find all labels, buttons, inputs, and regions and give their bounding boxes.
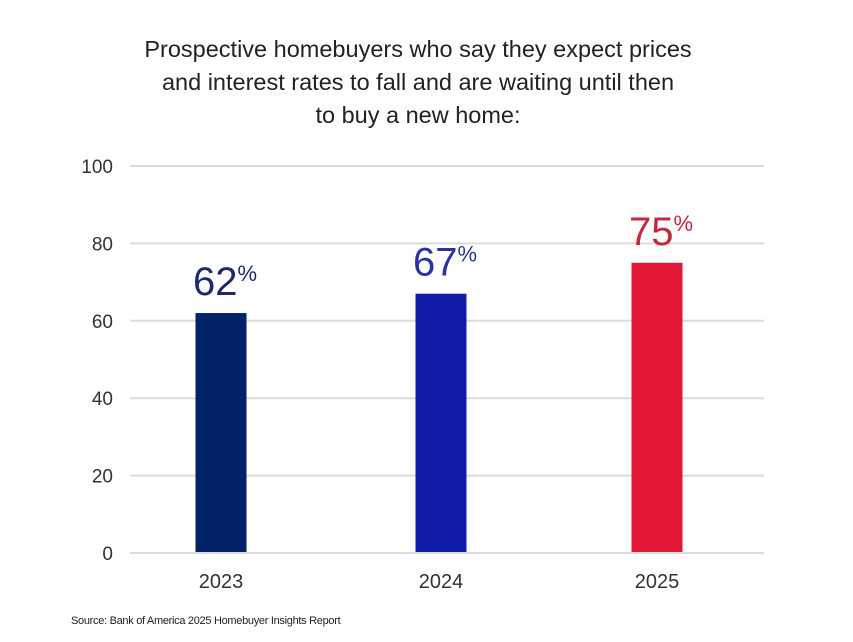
data-label-2023: 62%	[193, 260, 257, 304]
data-label-2025: 75%	[629, 210, 693, 254]
y-tick-label: 80	[92, 234, 113, 255]
bar-2025	[631, 262, 683, 553]
title-line: and interest rates to fall and are waiti…	[161, 69, 675, 95]
data-label-2024: 67%	[413, 241, 477, 285]
bar-2024	[415, 293, 467, 553]
y-tick-label: 0	[102, 544, 113, 565]
x-tick-label: 2025	[635, 571, 680, 593]
y-tick-label: 40	[92, 389, 113, 410]
bar-2023	[195, 313, 247, 553]
chart-title: Prospective homebuyers who say they expe…	[0, 33, 836, 132]
title-line: Prospective homebuyers who say they expe…	[144, 36, 692, 62]
source-note: Source: Bank of America 2025 Homebuyer I…	[71, 615, 341, 627]
y-tick-label: 100	[81, 157, 113, 178]
x-tick-label: 2024	[419, 571, 464, 593]
y-tick-label: 60	[92, 312, 113, 333]
x-tick-label: 2023	[199, 571, 244, 593]
title-line: to buy a new home:	[315, 102, 521, 128]
y-tick-label: 20	[92, 467, 113, 488]
